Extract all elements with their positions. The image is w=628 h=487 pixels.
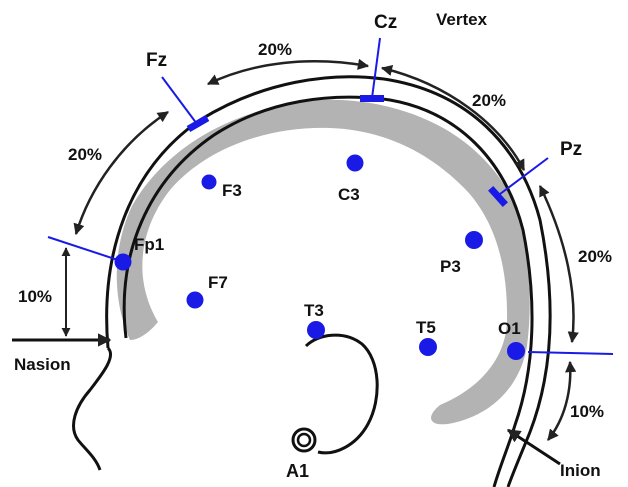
ear-canal (291, 427, 317, 453)
inion-pointer (506, 428, 561, 466)
cz-reference-line (371, 37, 381, 99)
electrode-t5-dot (419, 338, 437, 356)
interval-o1-inion-label: 10% (570, 402, 604, 421)
electrode-f7-dot (186, 291, 204, 309)
electrode-t3-label: T3 (304, 301, 324, 320)
arrow-fp1-fz (73, 110, 169, 236)
arrow-cz-pz (380, 64, 526, 171)
interval-fz-cz-label: 20% (258, 40, 292, 59)
electrode-c3-dot (346, 154, 364, 172)
face-profile (72, 346, 113, 471)
cz-marker (360, 95, 384, 102)
ear-canal-inner (296, 432, 312, 448)
pz-reference-line (499, 157, 549, 195)
fz-label: Fz (146, 50, 167, 71)
cz-label: Cz (374, 12, 397, 33)
electrode-fp1-label: Fp1 (134, 235, 164, 254)
electrode-o1-label: O1 (498, 319, 521, 338)
vertex-label: Vertex (436, 10, 488, 29)
electrode-fp1-dot (114, 253, 132, 271)
electrode-t3-dot (307, 321, 325, 339)
electrode-p3-label: P3 (440, 257, 461, 276)
o1-reference-line (527, 351, 614, 355)
electrode-o1-dot (507, 342, 525, 360)
inion-label: Inion (560, 461, 601, 480)
electrode-f7-label: F7 (208, 273, 228, 292)
pz-marker (488, 185, 508, 208)
interval-cz-pz-label: 20% (472, 91, 506, 110)
ear-outline (304, 333, 379, 455)
electrode-a1-label: A1 (286, 461, 309, 481)
arrow-pz-o1 (538, 184, 579, 344)
skull-outer-outline (105, 75, 552, 487)
electrode-f3-dot (201, 174, 217, 190)
electrode-t5-label: T5 (416, 318, 436, 337)
interval-fp1-fz-label: 20% (68, 145, 102, 164)
electrode-p3-dot (465, 231, 483, 249)
interval-nasion-fp1-label: 10% (18, 287, 52, 306)
arrow-o1-inion (547, 360, 577, 441)
fz-reference-line (161, 76, 198, 125)
fz-marker (186, 114, 210, 133)
cortex-shape (116, 99, 530, 425)
electrode-c3-label: C3 (338, 185, 360, 204)
pz-label: Pz (560, 139, 582, 160)
nasion-label: Nasion (14, 355, 71, 374)
interval-pz-o1-label: 20% (578, 247, 612, 266)
electrode-f3-label: F3 (222, 181, 242, 200)
fp1-reference-line (47, 236, 125, 263)
arrow-fz-cz (206, 58, 370, 86)
